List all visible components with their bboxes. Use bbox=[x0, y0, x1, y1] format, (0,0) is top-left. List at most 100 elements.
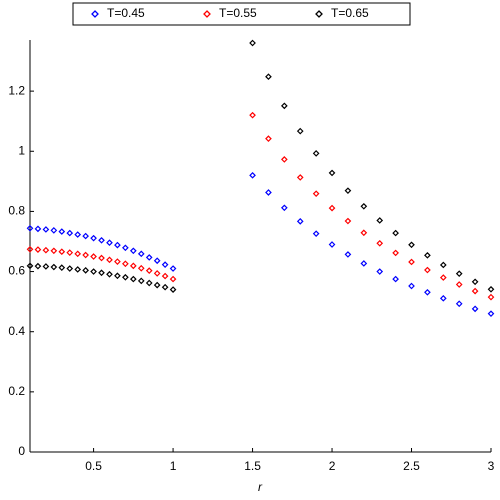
point bbox=[392, 275, 399, 283]
point bbox=[58, 228, 66, 235]
y-tick-label: 1.2 bbox=[8, 83, 25, 97]
point bbox=[344, 187, 352, 195]
legend-marker bbox=[315, 10, 323, 18]
point bbox=[296, 127, 304, 135]
point bbox=[50, 263, 58, 271]
point bbox=[74, 231, 82, 238]
point bbox=[114, 258, 121, 265]
point bbox=[471, 287, 479, 295]
point bbox=[471, 305, 479, 313]
point bbox=[265, 135, 272, 142]
point bbox=[122, 260, 129, 268]
x-tick-label: 1.5 bbox=[244, 459, 261, 473]
point bbox=[145, 254, 153, 261]
point bbox=[424, 251, 431, 259]
point bbox=[249, 171, 256, 179]
point bbox=[82, 267, 89, 274]
legend-marker bbox=[203, 10, 211, 18]
point bbox=[137, 277, 145, 285]
point bbox=[145, 267, 153, 275]
legend-label: T=0.65 bbox=[331, 6, 369, 20]
point bbox=[328, 169, 336, 177]
point bbox=[439, 294, 447, 302]
point bbox=[129, 262, 137, 270]
point bbox=[296, 174, 304, 181]
legend-marker bbox=[91, 10, 99, 18]
y-tick-label: 0.2 bbox=[8, 384, 25, 398]
point bbox=[360, 260, 368, 267]
point bbox=[26, 262, 34, 270]
point bbox=[439, 274, 447, 281]
point bbox=[471, 278, 479, 286]
point bbox=[360, 229, 368, 237]
point bbox=[153, 270, 161, 277]
point bbox=[114, 241, 121, 249]
point bbox=[312, 150, 320, 157]
x-tick-label: 1 bbox=[170, 459, 177, 473]
point bbox=[392, 229, 399, 237]
point bbox=[487, 293, 495, 301]
y-tick-label: 0.8 bbox=[8, 204, 25, 218]
x-tick-label: 2 bbox=[329, 459, 336, 473]
point bbox=[455, 270, 463, 278]
point bbox=[424, 288, 431, 296]
point bbox=[344, 217, 352, 225]
point bbox=[129, 275, 137, 283]
point bbox=[161, 261, 169, 268]
x-tick-label: 2.5 bbox=[403, 459, 420, 473]
point bbox=[161, 283, 169, 291]
point bbox=[74, 250, 82, 258]
point bbox=[34, 262, 42, 270]
point bbox=[34, 246, 42, 253]
point bbox=[34, 225, 42, 233]
point bbox=[249, 39, 256, 47]
point bbox=[26, 224, 34, 232]
legend-label: T=0.55 bbox=[219, 6, 257, 20]
point bbox=[42, 226, 50, 233]
point bbox=[90, 253, 97, 260]
point bbox=[90, 234, 97, 242]
point bbox=[122, 273, 129, 281]
point bbox=[42, 246, 50, 254]
point bbox=[169, 265, 177, 272]
point bbox=[249, 111, 256, 119]
point bbox=[122, 244, 129, 252]
point bbox=[90, 268, 97, 275]
point bbox=[50, 227, 58, 234]
point bbox=[265, 73, 272, 81]
point bbox=[153, 281, 161, 289]
point bbox=[455, 300, 463, 308]
point bbox=[98, 236, 105, 244]
point bbox=[439, 261, 447, 269]
point bbox=[106, 270, 113, 278]
point bbox=[408, 258, 415, 266]
point bbox=[360, 202, 368, 210]
point bbox=[312, 230, 320, 238]
point bbox=[376, 217, 384, 224]
point bbox=[392, 249, 399, 257]
point bbox=[58, 264, 66, 272]
x-axis-label: r bbox=[258, 480, 263, 494]
y-tick-label: 0.4 bbox=[8, 324, 25, 338]
point bbox=[296, 217, 304, 225]
y-tick-label: 0.6 bbox=[8, 264, 25, 278]
point bbox=[66, 249, 74, 256]
point bbox=[98, 254, 105, 262]
point bbox=[328, 241, 336, 248]
point bbox=[82, 251, 89, 259]
point bbox=[26, 245, 34, 253]
point bbox=[328, 204, 336, 212]
point bbox=[408, 241, 415, 249]
point bbox=[50, 247, 58, 255]
point bbox=[408, 282, 415, 290]
point bbox=[114, 272, 121, 280]
point bbox=[280, 102, 288, 110]
point bbox=[137, 264, 145, 272]
x-tick-label: 0.5 bbox=[85, 459, 102, 473]
point bbox=[487, 285, 495, 293]
point bbox=[58, 248, 66, 256]
point bbox=[106, 239, 113, 247]
point bbox=[344, 251, 352, 258]
x-tick-label: 3 bbox=[488, 459, 495, 473]
